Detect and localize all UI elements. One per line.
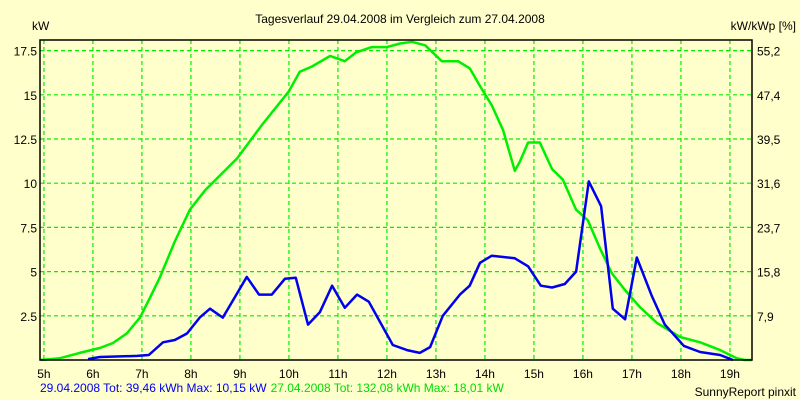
chart-title: Tagesverlauf 29.04.2008 im Vergleich zum… [255,12,545,26]
x-tick-label: 13h [426,367,446,381]
y-tick-label-right: 7,9 [757,310,774,324]
y-tick-label-left: 7.5 [20,221,37,235]
y-tick-label-left: 15 [24,89,38,103]
y-tick-label-right: 39,5 [757,133,781,147]
legend-series-2-text: 27.04.2008 Tot: 132,08 kWh Max: 18,01 kW [271,381,505,395]
x-tick-label: 15h [524,367,544,381]
y-axis-label-right: kW/kWp [%] [731,19,796,33]
y-tick-label-right: 31,6 [757,177,781,191]
grid-lines [40,40,752,360]
y-axis-label-left: kW [32,19,50,33]
x-tick-label: 11h [328,367,347,381]
x-tick-label: 5h [37,367,50,381]
y-tick-label-right: 55,2 [757,45,781,59]
x-tick-label: 10h [279,367,299,381]
plot-frame [39,39,753,361]
x-tick-label: 12h [377,367,397,381]
x-tick-label: 8h [184,367,197,381]
axis-ticks: 5h 6h 7h 8h 9h 10h 11h 12h 13h 14h 15h 16h 17h 18h 19h… [14,45,781,381]
series-line-27.04.2008 [40,40,752,362]
y-tick-label-right: 47,4 [757,89,781,103]
y-tick-label-left: 12.5 [14,133,38,147]
x-tick-label: 16h [573,367,593,381]
y-tick-label-left: 17.5 [14,45,38,59]
legend-series-1: 29.04.2008 Tot: 39,46 kWh Max: 10,15 kW 2… [40,381,505,395]
y-tick-label-left: 2.5 [20,310,37,324]
y-tick-label-right: 15,8 [757,266,781,280]
x-tick-label: 17h [622,367,642,381]
x-tick-label: 19h [720,367,740,381]
x-tick-label: 6h [86,367,99,381]
x-tick-label: 9h [233,367,246,381]
x-tick-label: 14h [475,367,495,381]
series-lines [40,40,752,362]
y-tick-label-left: 5 [30,266,37,280]
series-line-29.04.2008 [87,180,734,362]
x-tick-label: 18h [671,367,691,381]
y-tick-label-left: 10 [24,177,38,191]
credit-text: SunnyReport pinxit [695,385,797,399]
y-tick-label-right: 23,7 [757,221,781,235]
legend-series-1-text: 29.04.2008 Tot: 39,46 kWh Max: 10,15 kW [40,381,267,395]
x-tick-label: 7h [135,367,148,381]
